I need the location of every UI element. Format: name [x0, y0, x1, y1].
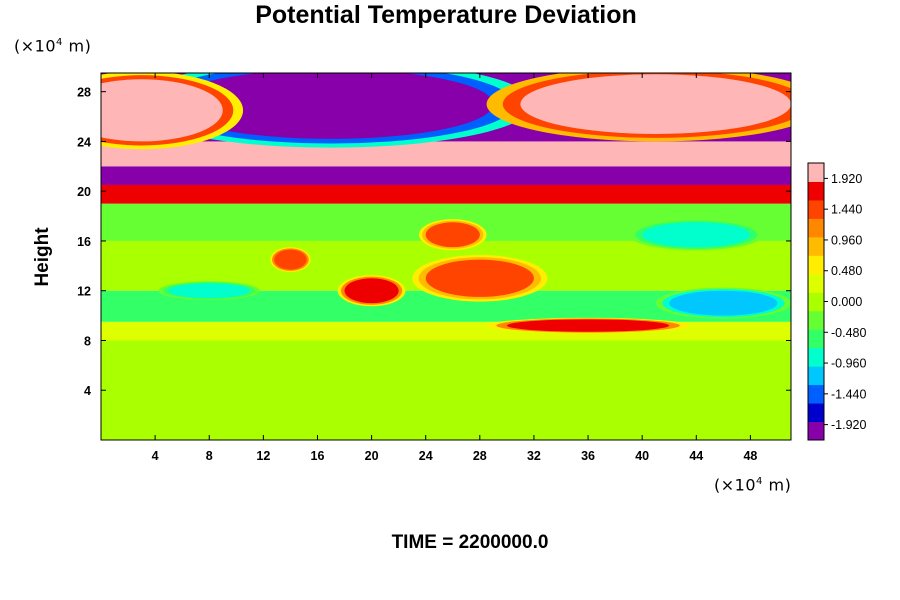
colorbar-segment — [808, 273, 824, 293]
colorbar-tick-label: -1.920 — [831, 418, 866, 432]
x-tick-label: 36 — [581, 449, 595, 463]
plot-frame — [100, 72, 792, 441]
field-blob — [520, 74, 791, 134]
field-band — [101, 340, 791, 440]
field-blob — [425, 222, 480, 248]
x-tick-label: 20 — [365, 449, 379, 463]
y-tick-label: 20 — [77, 185, 91, 199]
field-blob — [669, 290, 778, 316]
colorbar-segment — [808, 384, 824, 404]
x-tick-label: 48 — [743, 449, 757, 463]
field-blob — [274, 249, 307, 270]
colorbar-tick-label: -0.960 — [831, 357, 866, 371]
field-blob — [425, 259, 534, 297]
y-tick-label: 12 — [77, 285, 91, 299]
y-tick-label: 8 — [84, 334, 91, 348]
y-tick-label: 4 — [84, 384, 91, 398]
field-blob — [168, 73, 494, 139]
x-tick-label: 16 — [311, 449, 325, 463]
heatmap-field — [101, 73, 791, 440]
colorbar-segment — [808, 292, 824, 312]
field-blob — [344, 278, 399, 304]
chart-title: Potential Temperature Deviation — [255, 1, 637, 29]
field-band — [101, 184, 791, 204]
colorbar-segment — [808, 236, 824, 256]
time-label: TIME = 2200000.0 — [391, 532, 549, 553]
field-blob — [101, 79, 223, 142]
colorbar-tick-label: 0.960 — [831, 233, 862, 247]
y-tick-label: 16 — [77, 235, 91, 249]
colorbar-tick-label: 1.440 — [831, 203, 862, 217]
x-axis-unit: (×104 m) — [714, 475, 792, 495]
colorbar-segment — [808, 310, 824, 330]
field-blob — [506, 319, 670, 332]
colorbar-tick-label: -0.480 — [831, 326, 866, 340]
field-band — [101, 166, 791, 185]
colorbar-segment — [808, 199, 824, 219]
x-tick-label: 28 — [473, 449, 487, 463]
field-band — [101, 141, 791, 167]
colorbar-tick-label: 1.920 — [831, 172, 862, 186]
y-tick-label: 24 — [77, 135, 91, 149]
colorbar-tick-label: -1.440 — [831, 387, 866, 401]
colorbar-segment — [808, 218, 824, 238]
x-tick-label: 12 — [256, 449, 270, 463]
colorbar-segment — [808, 421, 824, 441]
y-axis-unit: (×104 m) — [14, 36, 92, 56]
colorbar-tick-label: 0.000 — [831, 295, 862, 309]
colorbar-segment — [808, 403, 824, 423]
colorbar-segment — [808, 329, 824, 349]
field-blob — [642, 222, 751, 248]
x-tick-label: 40 — [635, 449, 649, 463]
colorbar-segment — [808, 255, 824, 275]
colorbar-segment — [808, 347, 824, 367]
x-tick-label: 24 — [419, 449, 433, 463]
x-tick-label: 32 — [527, 449, 541, 463]
colorbar-segment — [808, 181, 824, 201]
colorbar-segment — [808, 163, 824, 182]
field-blob — [168, 283, 250, 299]
x-tick-label: 44 — [689, 449, 703, 463]
colorbar-tick-label: 0.480 — [831, 264, 862, 278]
colorbar-segment — [808, 366, 824, 386]
x-tick-label: 4 — [152, 449, 159, 463]
y-tick-label: 28 — [77, 86, 91, 100]
x-tick-label: 8 — [206, 449, 213, 463]
